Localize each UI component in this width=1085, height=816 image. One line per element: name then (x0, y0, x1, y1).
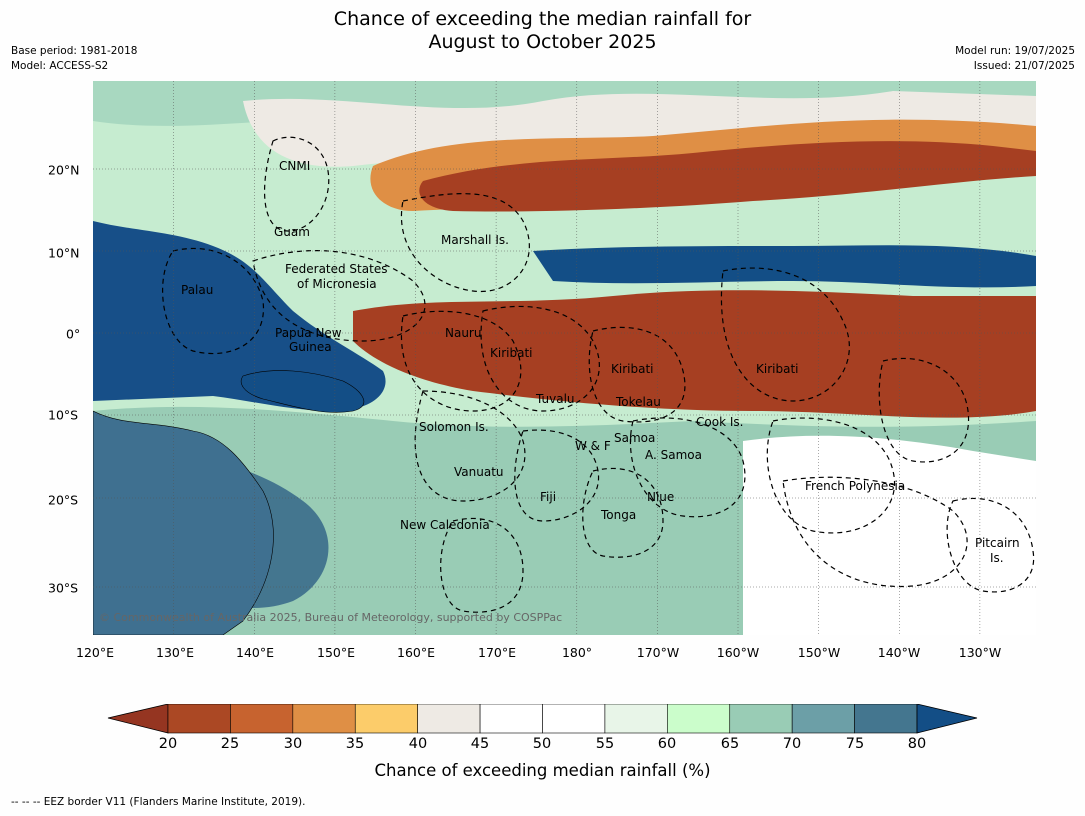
label-french-polynesia: French Polynesia (805, 479, 905, 493)
lon-label: 130°E (155, 645, 195, 660)
west-pacific-wet (93, 221, 386, 411)
colorbar-under-triangle (107, 703, 169, 734)
lat-label: 0° (66, 326, 81, 342)
label-marshall: Marshall Is. (441, 233, 509, 247)
label-asamoa: A. Samoa (645, 448, 702, 462)
label-fsm-2: of Micronesia (297, 277, 377, 291)
colorbar (105, 703, 980, 739)
label-samoa: Samoa (614, 431, 655, 445)
label-kiribati-e: Kiribati (756, 362, 798, 376)
lon-label: 180° (561, 645, 593, 660)
title-line-1: Chance of exceeding the median rainfall … (333, 8, 752, 30)
colorbar-cell (230, 703, 294, 734)
base-info: Base period: 1981-2018 Model: ACCESS-S2 (11, 44, 137, 74)
colorbar-tick: 50 (532, 736, 552, 752)
colorbar-cell (479, 703, 543, 734)
lat-label: 20°S (48, 492, 79, 508)
colorbar-title: Chance of exceeding median rainfall (%) (374, 761, 711, 780)
colorbar-cell (354, 703, 418, 734)
label-png-1: Papua New (275, 326, 342, 340)
colorbar-cells (167, 703, 918, 734)
colorbar-tick: 55 (595, 736, 615, 752)
colorbar-tick: 25 (220, 736, 240, 752)
lon-label: 140°E (235, 645, 275, 660)
region-labels: CNMI Guam Marshall Is. Federated States … (181, 159, 1020, 565)
lon-label: 150°E (316, 645, 356, 660)
copyright-notice: © Commonwealth of Australia 2025, Bureau… (99, 611, 562, 624)
colorbar-cell (854, 703, 918, 734)
colorbar-tick: 60 (657, 736, 677, 752)
label-vanuatu: Vanuatu (454, 465, 504, 479)
itcz-wet-band (533, 245, 1036, 288)
southeast-pale-zone (743, 435, 1036, 635)
colorbar-tick: 65 (720, 736, 740, 752)
label-cnmi: CNMI (279, 159, 310, 173)
lat-label: 10°S (48, 407, 79, 423)
colorbar-tick: 75 (845, 736, 865, 752)
lon-label: 160°E (396, 645, 436, 660)
lon-label: 170°W (636, 645, 680, 660)
run-info: Model run: 19/07/2025 Issued: 21/07/2025 (955, 44, 1075, 74)
label-kiribati-w: Kiribati (490, 346, 532, 360)
label-solomon: Solomon Is. (419, 420, 489, 434)
central-dry-band (353, 290, 1036, 418)
label-pitcairn-1: Pitcairn (975, 536, 1020, 550)
colorbar-over-triangle (916, 703, 978, 734)
colorbar-cell (542, 703, 606, 734)
label-cook: Cook Is. (696, 415, 743, 429)
rainfall-map[interactable]: CNMI Guam Marshall Is. Federated States … (93, 81, 1036, 635)
label-wf: W & F (575, 439, 611, 453)
colorbar-cell (417, 703, 481, 734)
label-new-caledonia: New Caledonia (400, 518, 490, 532)
colorbar-tick: 45 (470, 736, 490, 752)
colorbar-cell (729, 703, 793, 734)
lon-label: 120°E (75, 645, 115, 660)
colorbar-cell (167, 703, 231, 734)
colorbar-tick: 80 (907, 736, 927, 752)
label-nauru: Nauru (445, 326, 481, 340)
lat-label: 20°N (48, 162, 80, 178)
model-run: Model run: 19/07/2025 (955, 45, 1075, 57)
label-png-2: Guinea (289, 340, 332, 354)
label-tonga: Tonga (600, 508, 636, 522)
label-tuvalu: Tuvalu (535, 392, 575, 406)
label-fiji: Fiji (540, 490, 556, 504)
lon-label: 170°E (477, 645, 517, 660)
lon-label: 160°W (716, 645, 760, 660)
colorbar-tick: 40 (408, 736, 428, 752)
colorbar-tick: 30 (283, 736, 303, 752)
png-land (240, 370, 365, 413)
lon-label: 150°W (797, 645, 841, 660)
lat-label: 10°N (48, 245, 80, 261)
lat-label: 30°S (48, 580, 79, 596)
label-pitcairn-2: Is. (990, 551, 1004, 565)
graticule (93, 81, 1036, 635)
colorbar-cell (791, 703, 855, 734)
label-kiribati-c: Kiribati (611, 362, 653, 376)
label-niue: Niue (647, 490, 674, 504)
north-dry-core (419, 141, 1036, 212)
label-tokelau: Tokelau (615, 395, 661, 409)
issued-date: Issued: 21/07/2025 (973, 60, 1075, 72)
colorbar-cell (292, 703, 356, 734)
eez-borders (162, 136, 1035, 613)
eez-footnote: -- -- -- EEZ border V11 (Flanders Marine… (11, 796, 306, 808)
colorbar-tick: 35 (345, 736, 365, 752)
colorbar-cell (604, 703, 668, 734)
colorbar-cell (667, 703, 731, 734)
colorbar-tick: 70 (782, 736, 802, 752)
map-title: Chance of exceeding the median rainfall … (0, 8, 1085, 54)
colorbar-tick: 20 (158, 736, 178, 752)
label-guam: Guam (274, 225, 310, 239)
label-fsm-1: Federated States (285, 262, 387, 276)
model-name: Model: ACCESS-S2 (11, 60, 109, 72)
lon-label: 130°W (958, 645, 1002, 660)
lon-label: 140°W (877, 645, 921, 660)
title-line-2: August to October 2025 (428, 31, 657, 53)
base-period: Base period: 1981-2018 (11, 45, 138, 57)
label-palau: Palau (181, 283, 213, 297)
australia-coast (93, 410, 274, 635)
